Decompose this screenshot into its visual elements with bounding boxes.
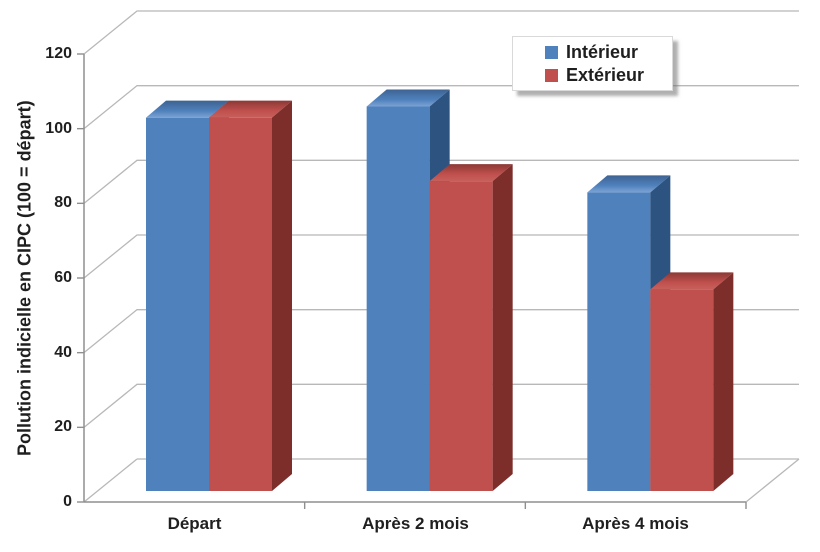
gridline-20	[83, 383, 799, 428]
y-tick-label-40: 40	[54, 343, 72, 361]
y-tick-label-80: 80	[54, 194, 72, 212]
x-category-label-apres-4-mois: Après 4 mois	[582, 514, 689, 533]
y-tick-label-120: 120	[45, 45, 72, 62]
legend-swatch-exterieur-icon	[545, 68, 558, 82]
floor-right-depth-edge	[745, 458, 800, 503]
gridline-40	[83, 309, 799, 354]
x-category-label-apres-2-mois: Après 2 mois	[362, 514, 469, 533]
y-axis-title: Pollution indicielle en CIPC (100 = dépa…	[14, 100, 35, 456]
floor-left-depth-edge	[83, 458, 138, 503]
gridline-120	[83, 10, 799, 55]
bar-interieur-apres-4-mois-front	[587, 192, 651, 492]
bar-exterieur-depart-front	[209, 117, 272, 492]
bar-interieur-apres-2-mois-front	[366, 106, 430, 491]
bar-interieur-apres-2-mois-top	[366, 89, 450, 107]
y-tick-label-0: 0	[63, 493, 72, 510]
bar-exterieur-apres-4-mois-top	[650, 272, 734, 290]
legend-label-interieur: Intérieur	[566, 42, 639, 62]
chart-legend: Intérieur Extérieur	[512, 36, 673, 91]
bar-exterieur-apres-2-mois-front	[429, 181, 493, 491]
bar-exterieur-apres-4-mois-front	[650, 289, 714, 491]
gridline-80	[83, 159, 799, 204]
bar-exterieur-depart-side	[272, 100, 292, 492]
gridline-60	[83, 234, 799, 279]
legend-item-interieur: Intérieur	[545, 43, 672, 61]
bar-interieur-depart-top	[146, 100, 229, 118]
bar-interieur-depart-front	[146, 117, 209, 492]
bar-exterieur-depart-top	[209, 100, 292, 118]
legend-label-exterieur: Extérieur	[566, 65, 645, 85]
bar-exterieur-apres-2-mois-top	[429, 164, 513, 182]
bar-exterieur-apres-4-mois-side	[713, 272, 734, 491]
y-tick-label-60: 60	[54, 269, 72, 286]
bar-interieur-apres-4-mois-top	[587, 175, 671, 193]
legend-item-exterieur: Extérieur	[545, 66, 672, 84]
x-category-label-depart: Départ	[167, 514, 222, 533]
y-tick-label-20: 20	[54, 418, 72, 436]
legend-swatch-interieur-icon	[545, 45, 558, 59]
bar-exterieur-apres-2-mois-side	[492, 164, 513, 491]
y-tick-label-100: 100	[45, 119, 72, 137]
